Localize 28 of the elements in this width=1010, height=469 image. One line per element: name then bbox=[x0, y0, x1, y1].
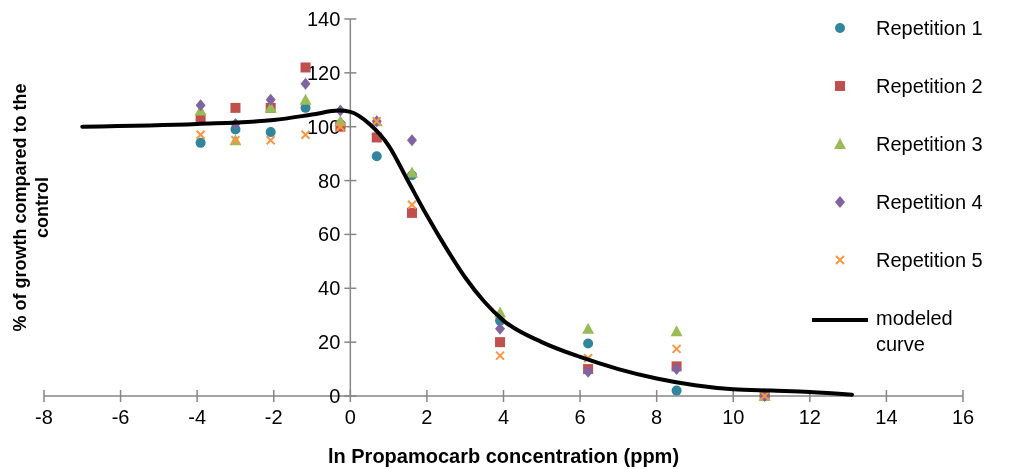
y-tick-label: 40 bbox=[318, 277, 341, 300]
y-tick-label: 80 bbox=[318, 169, 341, 192]
x-tick-label: -4 bbox=[188, 406, 207, 428]
x-axis-title: ln Propamocarb concentration (ppm) bbox=[327, 445, 680, 467]
legend-label: Repetition 3 bbox=[876, 133, 983, 155]
x-tick-label: 14 bbox=[875, 406, 898, 428]
x-tick-label: 16 bbox=[951, 406, 975, 428]
x-tick-label: 2 bbox=[421, 406, 433, 428]
x-tick-label: 0 bbox=[344, 406, 356, 428]
x-tick-label: -8 bbox=[35, 406, 53, 428]
legend-label: Repetition 2 bbox=[876, 75, 983, 97]
x-tick-label: 8 bbox=[651, 406, 663, 428]
legend-label: Repetition 4 bbox=[876, 191, 983, 213]
y-axis-title: % of growth compared to the control bbox=[10, 83, 52, 332]
x-tick-label: -6 bbox=[111, 406, 130, 428]
x-tick-label: 6 bbox=[574, 406, 586, 428]
y-tick-label: 120 bbox=[306, 61, 341, 84]
legend-label: Repetition 5 bbox=[876, 249, 983, 271]
legend-label: modeled curve bbox=[876, 307, 953, 355]
legend-label: Repetition 1 bbox=[876, 17, 983, 39]
x-tick-label: 10 bbox=[722, 406, 745, 428]
y-tick-label: 20 bbox=[318, 331, 341, 354]
y-tick-label: 140 bbox=[306, 8, 341, 30]
y-tick-label: 0 bbox=[329, 385, 341, 407]
x-tick-label: 12 bbox=[798, 406, 821, 428]
y-tick-label: 60 bbox=[318, 223, 341, 246]
x-tick-label: 4 bbox=[497, 406, 510, 428]
x-tick-label: -2 bbox=[264, 406, 283, 428]
